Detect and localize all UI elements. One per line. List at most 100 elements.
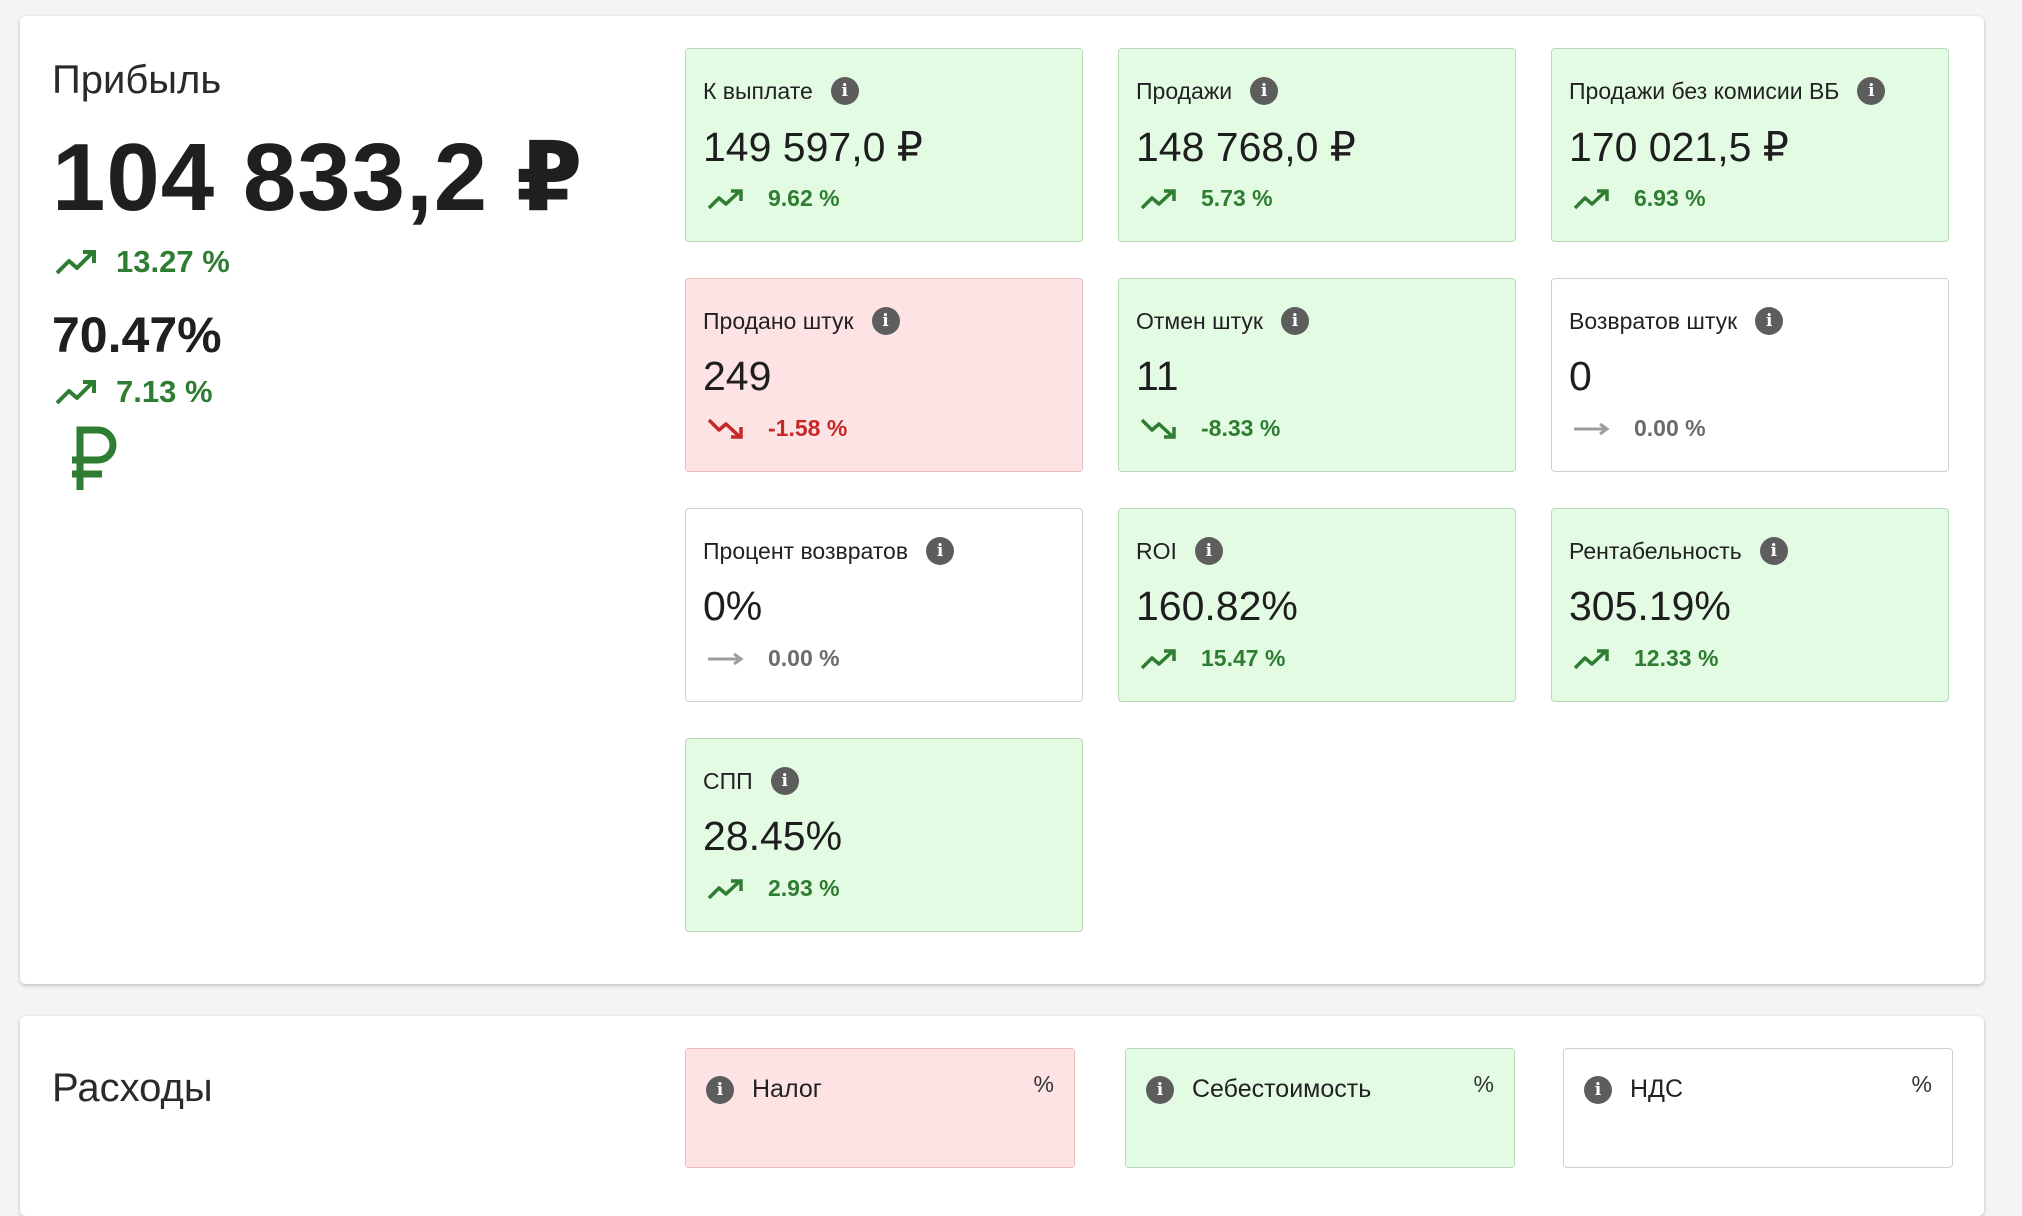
trend-up-icon: [1140, 648, 1176, 669]
metric-card-value: 149 597,0 ₽: [703, 124, 923, 170]
metric-card-label: Продажи без комисии ВБ: [1569, 77, 1840, 104]
trend-up-icon: [1573, 188, 1609, 209]
metric-card-trend-text: -1.58 %: [768, 415, 848, 441]
info-icon[interactable]: i: [770, 767, 799, 795]
profit-panel: Прибыль 104 833,2 ₽ 13.27 % 70.47% 7.13 …: [20, 16, 1984, 984]
metric-card-value: 0: [1569, 353, 1592, 399]
info-icon[interactable]: i: [1584, 1075, 1612, 1104]
metric-card: Возвратов штук i 0 0.00 %: [1551, 278, 1949, 472]
metric-card-header: Продажи без комисии ВБ i: [1569, 77, 1886, 105]
trend-down-icon: [707, 418, 743, 439]
info-icon[interactable]: i: [1755, 307, 1784, 335]
metric-card-trend-text: 15.47 %: [1201, 645, 1286, 671]
metric-card-value: 160.82%: [1136, 583, 1298, 629]
info-icon[interactable]: i: [926, 537, 955, 565]
metric-card-trend-text: 12.33 %: [1634, 645, 1719, 671]
metric-card-trend: 2.93 %: [706, 875, 840, 902]
expense-card-header: i Налог: [706, 1075, 822, 1104]
metric-card-trend: 5.73 %: [1139, 185, 1273, 212]
metric-card-label: Возвратов штук: [1569, 307, 1738, 334]
metric-card: Процент возвратов i 0% 0.00 %: [685, 508, 1083, 702]
metric-card-header: Продано штук i: [703, 307, 900, 335]
profit-margin-trend-text: 7.13 %: [116, 374, 213, 409]
metric-card-label: СПП: [703, 767, 753, 794]
info-icon[interactable]: i: [1250, 77, 1279, 105]
info-icon[interactable]: i: [830, 77, 859, 105]
info-icon[interactable]: i: [1857, 77, 1886, 105]
trend-down-icon: [1140, 418, 1176, 439]
metric-card-label: К выплате: [703, 77, 813, 104]
metric-card: Отмен штук i 11 -8.33 %: [1118, 278, 1516, 472]
metric-card-value: 305.19%: [1569, 583, 1731, 629]
metric-card-trend: 9.62 %: [706, 185, 840, 212]
metric-card-trend: -1.58 %: [706, 415, 847, 442]
trend-up-icon: [55, 250, 96, 275]
trend-up-icon: [55, 380, 96, 405]
expense-card: i Себестоимость%: [1125, 1048, 1515, 1168]
metric-card-value: 11: [1136, 353, 1179, 399]
profit-value: 104 833,2 ₽: [52, 124, 584, 231]
trend-flat-icon: [1574, 422, 1610, 435]
profit-margin-trend: 7.13 %: [52, 374, 584, 410]
expense-unit-toggle[interactable]: %: [1033, 1071, 1054, 1097]
metric-card-label: Отмен штук: [1136, 307, 1263, 334]
expense-unit-toggle[interactable]: %: [1911, 1071, 1932, 1097]
expense-unit-toggle[interactable]: %: [1473, 1071, 1494, 1097]
metric-card-label: Продажи: [1136, 77, 1233, 104]
metric-card-label: Продано штук: [703, 307, 854, 334]
metric-card-value: 249: [703, 353, 772, 399]
metric-card: Продано штук i 249 -1.58 %: [685, 278, 1083, 472]
profit-summary: Прибыль 104 833,2 ₽ 13.27 % 70.47% 7.13 …: [52, 60, 584, 499]
expense-card-header: i Себестоимость: [1146, 1075, 1371, 1104]
metric-card-header: Рентабельность i: [1569, 537, 1788, 565]
metric-card-header: Процент возвратов i: [703, 537, 955, 565]
profit-value-trend: 13.27 %: [52, 244, 584, 280]
expense-card-label: НДС: [1630, 1075, 1684, 1103]
trend-up-icon: [1573, 648, 1609, 669]
metric-card-trend: 0.00 %: [706, 645, 840, 672]
metric-card-header: Возвратов штук i: [1569, 307, 1784, 335]
metric-card-trend-text: -8.33 %: [1201, 415, 1281, 441]
info-icon[interactable]: i: [1194, 537, 1223, 565]
expenses-panel: Расходы i Налог% i Себестоимость% i НДС%: [20, 1016, 1984, 1216]
info-icon[interactable]: i: [1146, 1075, 1174, 1104]
metric-card-label: Процент возвратов: [703, 537, 909, 564]
metric-card-trend: 12.33 %: [1572, 645, 1718, 672]
info-icon[interactable]: i: [871, 307, 900, 335]
expense-card-header: i НДС: [1584, 1075, 1683, 1104]
metric-card-trend: -8.33 %: [1139, 415, 1280, 442]
expense-card-label: Себестоимость: [1192, 1075, 1372, 1103]
metric-card-header: Отмен штук i: [1136, 307, 1309, 335]
info-icon[interactable]: i: [706, 1075, 734, 1104]
trend-up-icon: [707, 878, 743, 899]
metric-card-label: ROI: [1136, 537, 1177, 564]
metric-card-header: К выплате i: [703, 77, 859, 105]
metric-card: Рентабельность i 305.19% 12.33 %: [1551, 508, 1949, 702]
profit-value-trend-text: 13.27 %: [116, 244, 230, 279]
ruble-icon: [72, 426, 117, 490]
metric-card-trend-text: 6.93 %: [1634, 185, 1706, 211]
metric-card-trend-text: 9.62 %: [768, 185, 840, 211]
expenses-title: Расходы: [52, 1066, 213, 1110]
expense-card: i НДС%: [1563, 1048, 1953, 1168]
metric-card-header: СПП i: [703, 767, 799, 795]
metric-card-header: ROI i: [1136, 537, 1223, 565]
metric-card-trend-text: 5.73 %: [1201, 185, 1273, 211]
metric-card-header: Продажи i: [1136, 77, 1279, 105]
metric-card-trend: 15.47 %: [1139, 645, 1285, 672]
info-icon[interactable]: i: [1280, 307, 1309, 335]
metric-card: Продажи без комисии ВБ i 170 021,5 ₽ 6.93 %: [1551, 48, 1949, 242]
profit-title: Прибыль: [52, 58, 222, 102]
metric-card-value: 0%: [703, 583, 763, 629]
metric-card-trend: 6.93 %: [1572, 185, 1706, 212]
metric-card-value: 148 768,0 ₽: [1136, 124, 1356, 170]
metric-card: Продажи i 148 768,0 ₽ 5.73 %: [1118, 48, 1516, 242]
metric-card-trend-text: 0.00 %: [1634, 415, 1706, 441]
trend-up-icon: [707, 188, 743, 209]
metric-card-trend: 0.00 %: [1572, 415, 1706, 442]
expense-card: i Налог%: [685, 1048, 1075, 1168]
info-icon[interactable]: i: [1759, 537, 1788, 565]
profit-margin: 70.47%: [52, 307, 222, 363]
metric-card-trend-text: 0.00 %: [768, 645, 840, 671]
expense-card-label: Налог: [752, 1075, 822, 1103]
